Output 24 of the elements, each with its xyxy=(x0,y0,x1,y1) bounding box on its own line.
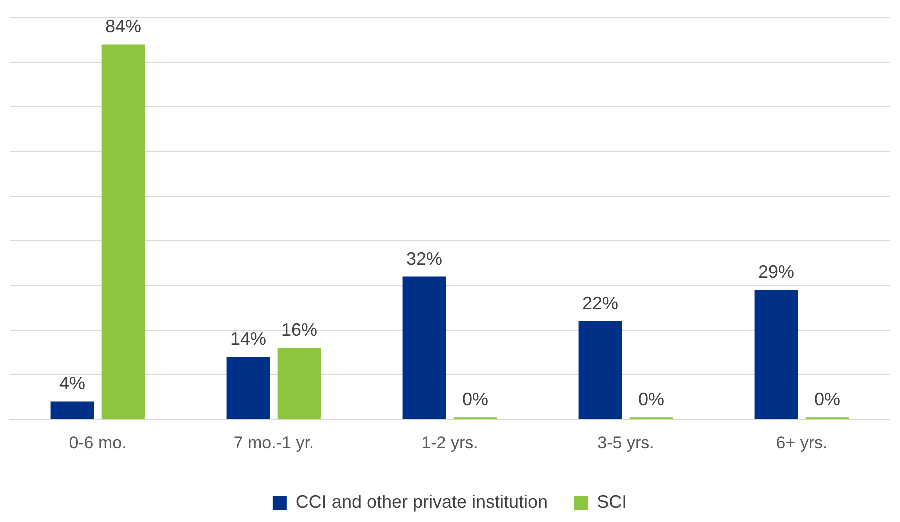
bar xyxy=(278,348,322,420)
bar xyxy=(50,402,94,420)
x-tick-label: 7 mo.-1 yr. xyxy=(234,433,314,452)
legend-label: CCI and other private institution xyxy=(296,492,548,512)
bar xyxy=(578,321,622,420)
data-label: 4% xyxy=(59,374,86,394)
bar xyxy=(402,276,446,420)
data-label: 0% xyxy=(638,390,665,410)
data-label: 84% xyxy=(106,16,142,37)
data-label: 0% xyxy=(462,390,489,410)
data-label: 32% xyxy=(406,248,442,269)
data-label: 22% xyxy=(582,293,618,314)
x-tick-label: 6+ yrs. xyxy=(776,433,828,452)
legend-label: SCI xyxy=(597,492,628,512)
x-tick-label: 1-2 yrs. xyxy=(422,433,478,452)
bar xyxy=(102,44,146,420)
data-label: 14% xyxy=(230,329,266,350)
data-label: 29% xyxy=(758,262,794,282)
x-tick-label: 3-5 yrs. xyxy=(598,433,654,452)
bar xyxy=(754,290,798,420)
data-label: 16% xyxy=(282,320,318,340)
data-label: 0% xyxy=(814,390,841,410)
bar xyxy=(226,357,270,420)
x-tick-label: 0-6 mo. xyxy=(69,433,127,452)
